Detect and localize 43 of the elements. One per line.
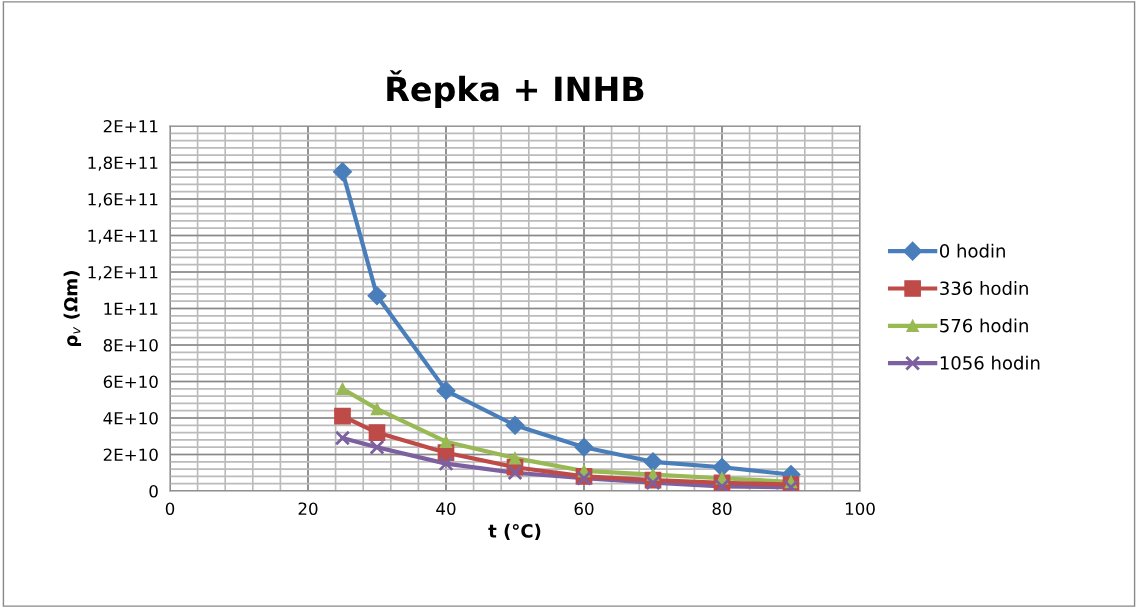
point	[436, 381, 456, 401]
point	[712, 457, 732, 477]
legend-label: 0 hodin	[939, 243, 1005, 258]
y-tick-label: 1,4E+11	[88, 229, 158, 244]
point	[643, 452, 663, 472]
legend-label: 336 hodin	[940, 281, 1028, 296]
point	[369, 439, 385, 455]
point	[334, 407, 351, 425]
point	[332, 162, 353, 182]
y-tick-label: 8E+10	[103, 338, 158, 352]
y-tick-label: 2E+10	[103, 448, 158, 462]
x-tick-label: 80	[712, 502, 732, 516]
point	[574, 437, 594, 457]
x-tick-label: 100	[845, 502, 875, 516]
point	[367, 286, 387, 306]
y-tick-label: 0	[149, 484, 158, 498]
point	[508, 451, 522, 465]
point	[439, 435, 453, 448]
point	[368, 424, 386, 441]
y-axis-title: ρ$_{v}$ (Ωm)	[63, 271, 82, 347]
y-tick-label: 1E+11	[104, 302, 158, 315]
point	[370, 402, 384, 416]
y-tick-label: 4E+10	[103, 411, 158, 425]
legend-label: 576 hodin	[940, 318, 1028, 333]
point	[714, 478, 730, 491]
point	[336, 382, 349, 396]
x-tick-label: 40	[436, 502, 456, 516]
x-axis-title: t (°C)	[488, 523, 541, 540]
point	[334, 430, 351, 446]
y-tick-label: 1,2E+11	[88, 265, 158, 281]
point	[507, 465, 523, 481]
x-tick-label: 20	[298, 502, 318, 516]
y-tick-label: 1,6E+11	[88, 192, 158, 208]
y-tick-label: 6E+10	[103, 375, 158, 389]
point	[645, 475, 661, 491]
chart-title: Řepka + INHB	[387, 70, 644, 108]
legend-label: 1056 hodin	[940, 355, 1040, 370]
point	[438, 455, 454, 472]
point	[505, 415, 525, 435]
x-tick-label: 0	[165, 502, 175, 516]
x-tick-label: 60	[574, 502, 594, 516]
y-tick-label: 2E+11	[103, 119, 158, 133]
y-tick-label: 1,8E+11	[88, 156, 158, 171]
